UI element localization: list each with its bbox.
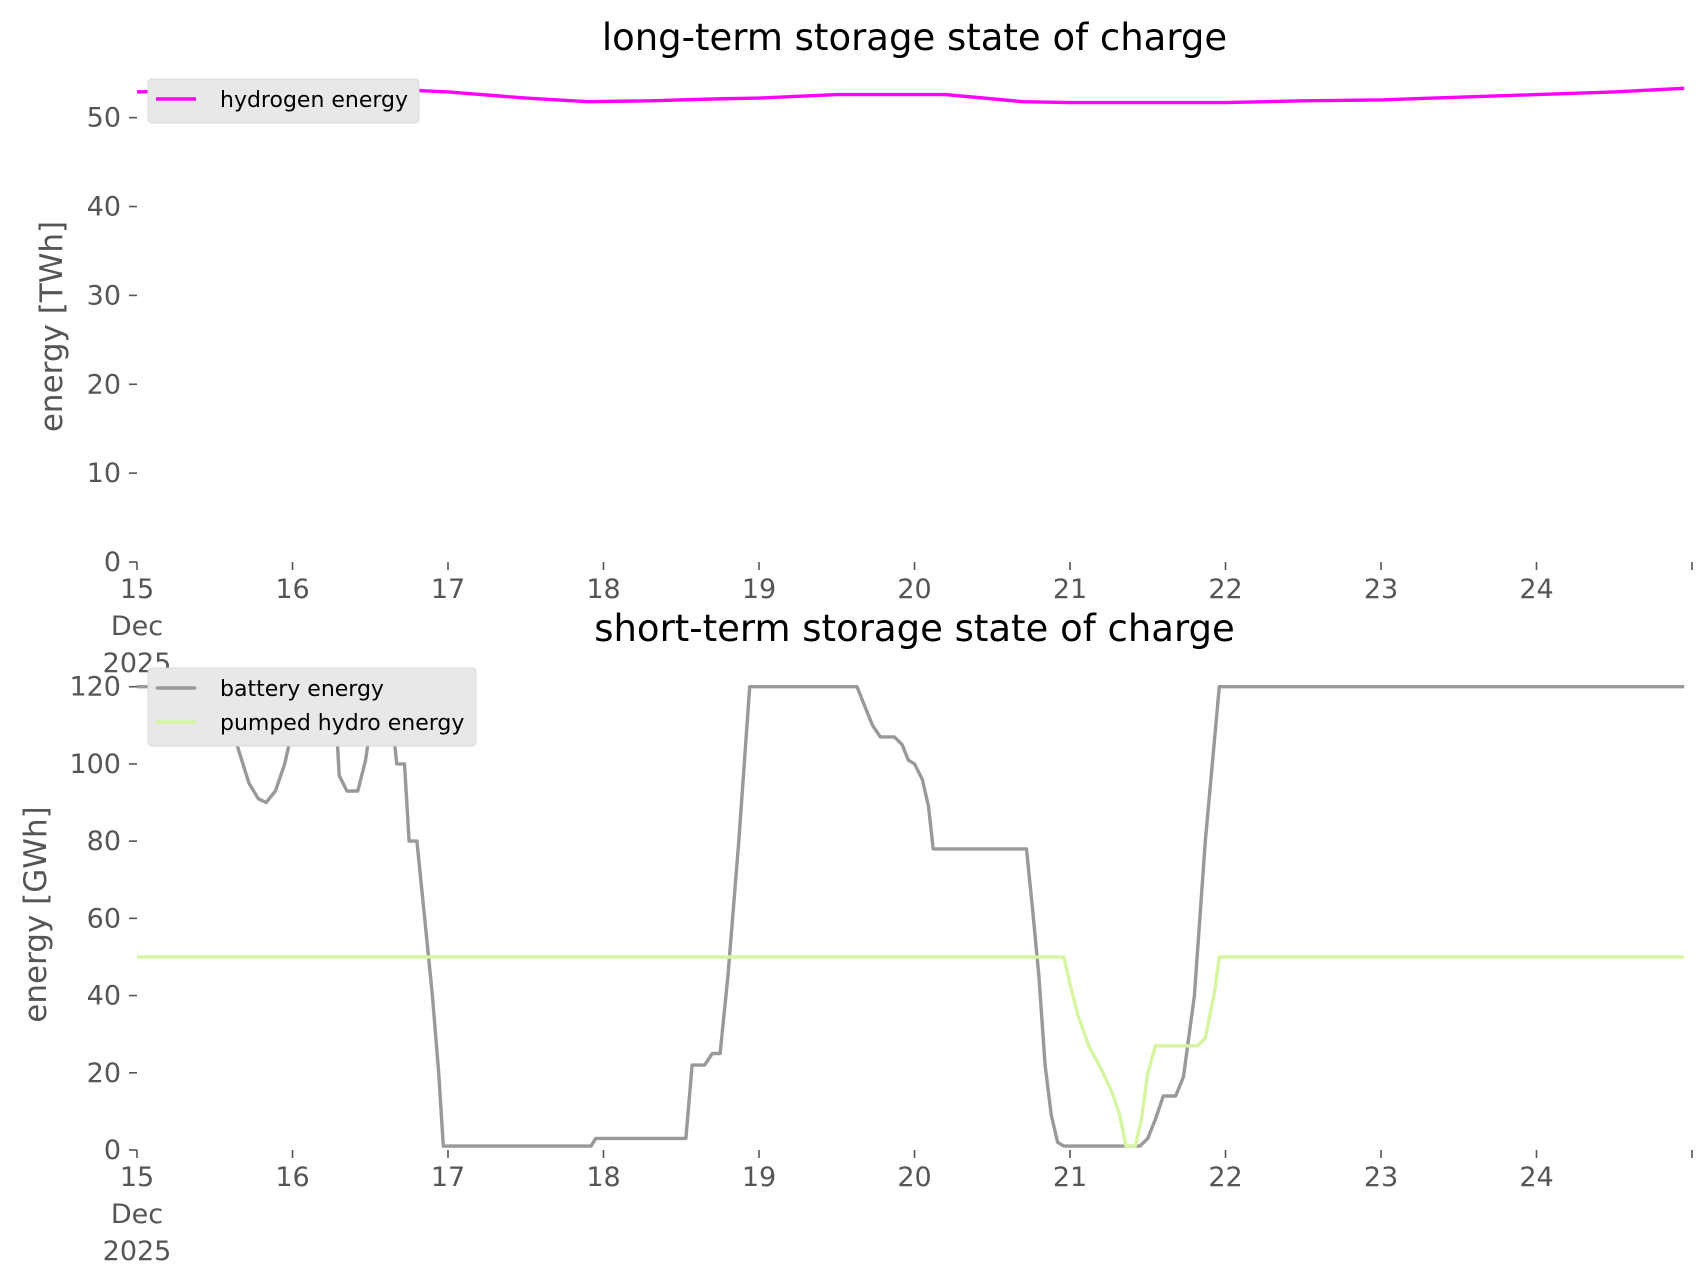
x-tick-label: 22 xyxy=(1208,1162,1242,1193)
x-tick-label: 23 xyxy=(1364,574,1398,605)
y-tick-label: 40 xyxy=(87,192,121,223)
x-tick-label-line: 19 xyxy=(742,574,776,605)
y-tick-label: 30 xyxy=(87,280,121,311)
x-tick-label-line: Dec xyxy=(111,611,163,642)
x-tick-label-line: 19 xyxy=(742,1162,776,1193)
x-tick-label: 16 xyxy=(275,574,309,605)
x-tick-label-line: 21 xyxy=(1053,1162,1087,1193)
x-tick-label: 24 xyxy=(1519,1162,1553,1193)
y-tick-label: 0 xyxy=(104,1135,121,1166)
x-tick-label: 24 xyxy=(1519,574,1553,605)
x-tick-label: 22 xyxy=(1208,574,1242,605)
x-tick-label: 16 xyxy=(275,1162,309,1193)
battery-energy-line xyxy=(137,685,1685,1148)
x-tick-label: 21 xyxy=(1053,1162,1087,1193)
y-tick-label: 80 xyxy=(87,826,121,857)
hydrogen-energy-line xyxy=(136,86,1685,105)
y-tick-label: 40 xyxy=(87,981,121,1012)
x-tick-label: 20 xyxy=(897,1162,931,1193)
y-tick-label: 20 xyxy=(87,1058,121,1089)
x-tick-label: 17 xyxy=(431,574,465,605)
x-tick-label-line: 16 xyxy=(275,1162,309,1193)
legend-box xyxy=(147,78,420,124)
x-tick-label-line: 21 xyxy=(1053,574,1087,605)
y-tick-label: 50 xyxy=(87,103,121,134)
x-tick-label: 20 xyxy=(897,574,931,605)
x-tick-label: 15 Dec 2025 xyxy=(103,1162,172,1267)
x-tick-label-line: 20 xyxy=(897,1162,931,1193)
x-tick-label: 17 xyxy=(431,1162,465,1193)
x-tick-label-line: 17 xyxy=(431,574,465,605)
legend-box xyxy=(147,667,477,747)
x-tick-label: 19 xyxy=(742,1162,776,1193)
y-tick-label: 60 xyxy=(87,903,121,934)
x-tick-label-line: 17 xyxy=(431,1162,465,1193)
y-tick-label: 10 xyxy=(87,458,121,489)
x-tick-label: 19 xyxy=(742,574,776,605)
legend-label: pumped hydro energy xyxy=(220,711,464,736)
x-tick-label: 18 xyxy=(586,1162,620,1193)
pumped-hydro-energy-line xyxy=(137,955,1685,1148)
chart-title: short-term storage state of charge xyxy=(594,607,1235,650)
legend-label: hydrogen energy xyxy=(220,88,408,113)
x-tick-label: 18 xyxy=(586,574,620,605)
x-tick-label: 15 Dec 2025 xyxy=(103,574,172,679)
y-axis-label: energy [TWh] xyxy=(34,221,70,432)
x-tick-label-line: 15 xyxy=(120,1162,154,1193)
x-tick-label-line: 20 xyxy=(897,574,931,605)
x-tick-label-line: 23 xyxy=(1364,574,1398,605)
x-tick-label-line: 18 xyxy=(586,574,620,605)
x-tick-label-line: 18 xyxy=(586,1162,620,1193)
y-tick-label: 120 xyxy=(69,672,121,703)
x-tick-label: 21 xyxy=(1053,574,1087,605)
y-axis-label: energy [GWh] xyxy=(18,806,54,1022)
x-tick-label-line: 22 xyxy=(1208,574,1242,605)
x-tick-label-line: 15 xyxy=(120,574,154,605)
x-tick-label-line: 2025 xyxy=(103,1236,172,1267)
x-tick-label: 23 xyxy=(1364,1162,1398,1193)
x-tick-label-line: Dec xyxy=(111,1199,163,1230)
x-tick-label-line: 24 xyxy=(1519,574,1553,605)
short-term-storage-chart: short-term storage state of charge energy… xyxy=(18,607,1693,1267)
y-tick-label: 0 xyxy=(104,547,121,578)
x-tick-label-line: 24 xyxy=(1519,1162,1553,1193)
x-tick-label-line: 16 xyxy=(275,574,309,605)
x-tick-label-line: 23 xyxy=(1364,1162,1398,1193)
y-tick-label: 20 xyxy=(87,369,121,400)
chart-title: long-term storage state of charge xyxy=(602,16,1227,59)
y-tick-label: 100 xyxy=(69,749,121,780)
x-tick-label-line: 22 xyxy=(1208,1162,1242,1193)
long-term-storage-chart: long-term storage state of charge energy … xyxy=(34,16,1693,679)
legend-label: battery energy xyxy=(220,677,384,702)
